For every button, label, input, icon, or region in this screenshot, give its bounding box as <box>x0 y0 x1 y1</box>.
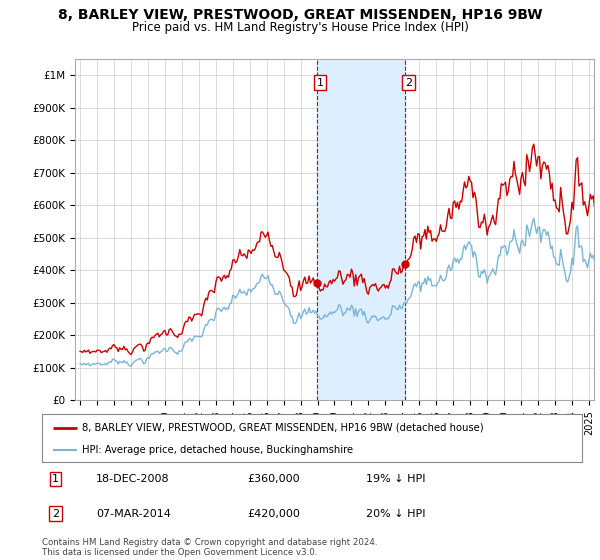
Bar <box>317 59 405 400</box>
Text: 20% ↓ HPI: 20% ↓ HPI <box>366 508 425 519</box>
Text: £360,000: £360,000 <box>247 474 300 484</box>
Text: 2: 2 <box>405 78 412 88</box>
Text: 18-DEC-2008: 18-DEC-2008 <box>96 474 170 484</box>
Text: 8, BARLEY VIEW, PRESTWOOD, GREAT MISSENDEN, HP16 9BW: 8, BARLEY VIEW, PRESTWOOD, GREAT MISSEND… <box>58 8 542 22</box>
Text: £420,000: £420,000 <box>247 508 300 519</box>
Text: 1: 1 <box>317 78 323 88</box>
Text: HPI: Average price, detached house, Buckinghamshire: HPI: Average price, detached house, Buck… <box>83 445 353 455</box>
Text: 19% ↓ HPI: 19% ↓ HPI <box>366 474 425 484</box>
Text: Price paid vs. HM Land Registry's House Price Index (HPI): Price paid vs. HM Land Registry's House … <box>131 21 469 34</box>
Text: 1: 1 <box>52 474 59 484</box>
Text: 07-MAR-2014: 07-MAR-2014 <box>96 508 171 519</box>
Text: Contains HM Land Registry data © Crown copyright and database right 2024.
This d: Contains HM Land Registry data © Crown c… <box>42 538 377 557</box>
Text: 8, BARLEY VIEW, PRESTWOOD, GREAT MISSENDEN, HP16 9BW (detached house): 8, BARLEY VIEW, PRESTWOOD, GREAT MISSEND… <box>83 423 484 433</box>
Text: 2: 2 <box>52 508 59 519</box>
